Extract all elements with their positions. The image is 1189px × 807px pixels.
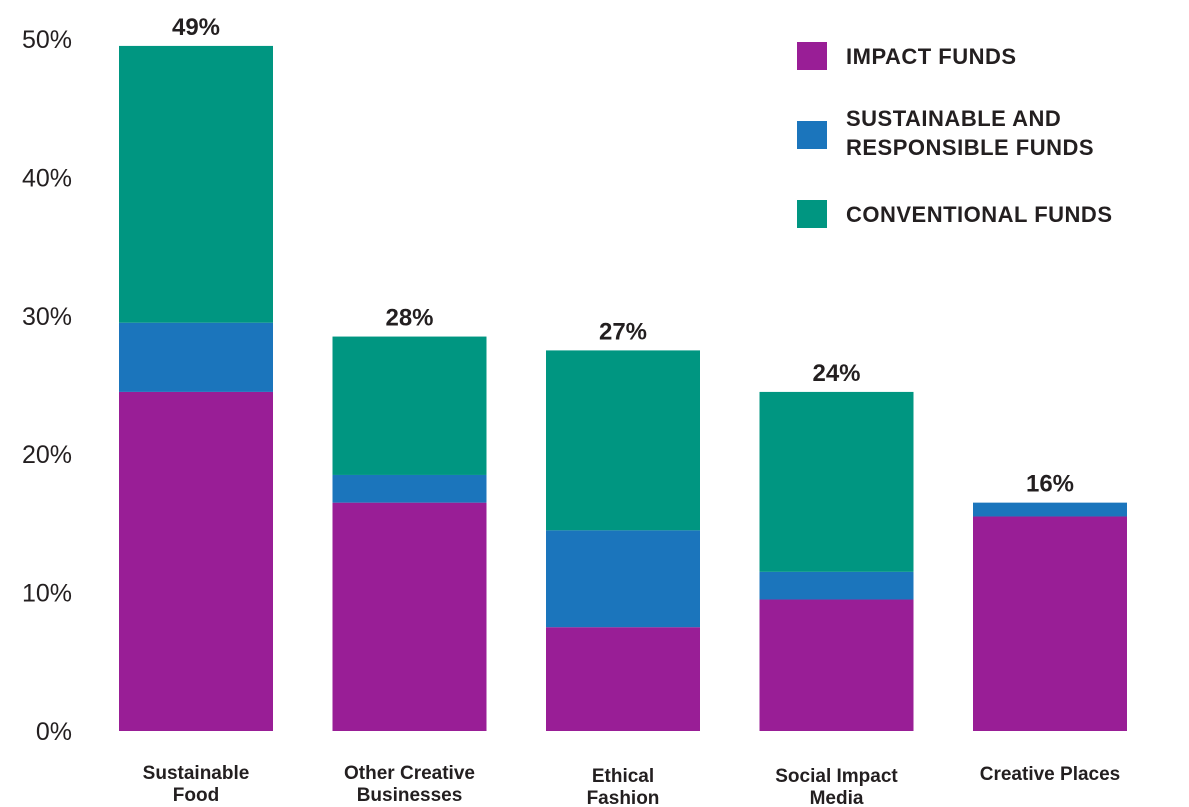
category-label: Sustainable — [143, 763, 250, 784]
bar-segment — [119, 322, 273, 392]
legend-label: SUSTAINABLE AND — [846, 106, 1061, 131]
y-tick-label: 30% — [22, 303, 72, 331]
category-label: Media — [810, 788, 864, 807]
y-tick-label: 10% — [22, 580, 72, 608]
bar-segment — [759, 571, 914, 600]
y-tick-label: 40% — [22, 164, 72, 192]
y-axis-ticks: 0% 10% 20% 30% 40% 50% — [22, 26, 72, 746]
bar-segment — [332, 474, 487, 503]
legend-label: RESPONSIBLE FUNDS — [846, 135, 1094, 160]
bar-group — [759, 391, 914, 731]
bar-group — [119, 45, 273, 731]
bar-group — [332, 336, 487, 731]
bar-group — [973, 502, 1127, 731]
bar-total-label: 27% — [599, 318, 647, 345]
bar-total-label: 28% — [385, 305, 433, 332]
category-label: Creative Places — [980, 764, 1121, 785]
legend-label: IMPACT FUNDS — [846, 44, 1017, 69]
bar-segment — [332, 502, 487, 731]
bar-total-label: 16% — [1026, 471, 1074, 498]
bar-segment — [759, 599, 914, 731]
y-tick-label: 50% — [22, 26, 72, 54]
bar-segment — [332, 336, 487, 475]
legend: IMPACT FUNDS SUSTAINABLE AND RESPONSIBLE F… — [797, 42, 1113, 228]
category-label: Food — [173, 785, 219, 806]
category-label: Other Creative — [344, 763, 475, 784]
bar-segment — [546, 350, 700, 531]
legend-swatch — [797, 42, 827, 70]
category-label: Fashion — [587, 788, 660, 807]
bar-segment — [973, 502, 1127, 517]
bar-segment — [546, 627, 700, 731]
category-label: Businesses — [357, 785, 463, 806]
legend-swatch — [797, 121, 827, 149]
category-label: Social Impact — [775, 766, 898, 787]
bar-segment — [973, 516, 1127, 731]
y-tick-label: 0% — [36, 718, 72, 746]
bar-group — [546, 350, 700, 731]
bar-segment — [119, 45, 273, 323]
bar-segment — [759, 391, 914, 572]
y-tick-label: 20% — [22, 441, 72, 469]
category-label: Ethical — [592, 766, 654, 787]
bar-total-label: 49% — [172, 14, 220, 41]
legend-swatch — [797, 200, 827, 228]
legend-label: CONVENTIONAL FUNDS — [846, 202, 1113, 227]
bar-segment — [546, 530, 700, 628]
bar-segment — [119, 391, 273, 731]
bar-total-label: 24% — [812, 360, 860, 387]
